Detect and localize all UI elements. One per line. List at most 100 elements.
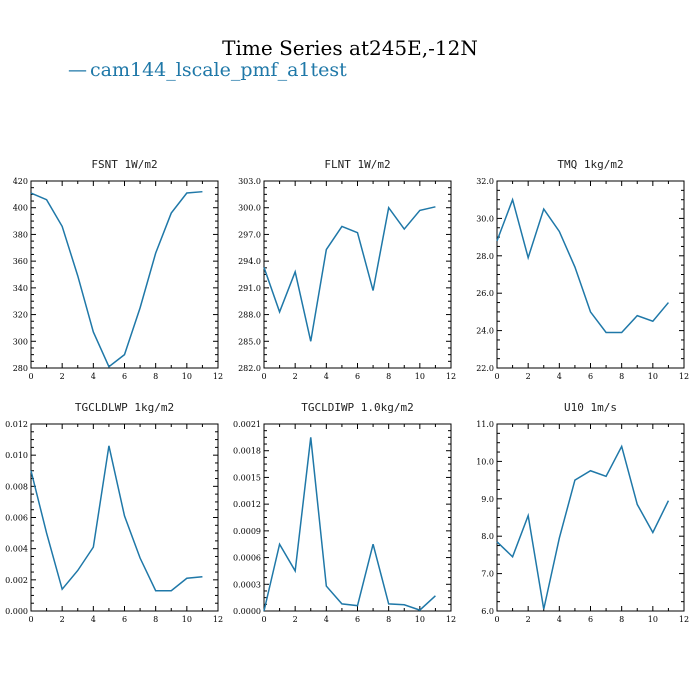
figure-title: Time Series at245E,-12N xyxy=(222,36,478,60)
y-tick-label: 400 xyxy=(13,204,28,213)
series-line xyxy=(30,190,203,368)
series-line xyxy=(496,197,669,334)
x-tick-label: 4 xyxy=(91,372,96,381)
y-tick-label: 30.0 xyxy=(476,214,494,223)
x-tick-label: 10 xyxy=(415,615,425,624)
x-tick-label: 2 xyxy=(60,372,65,381)
x-tick-label: 4 xyxy=(557,615,562,624)
x-tick-label: 0 xyxy=(494,615,499,624)
x-tick-label: 10 xyxy=(182,615,192,624)
y-tick-label: 0.002 xyxy=(5,576,28,585)
x-tick-label: 8 xyxy=(153,372,158,381)
y-tick-label: 303.0 xyxy=(238,177,261,186)
x-tick-label: 6 xyxy=(588,372,593,381)
x-tick-label: 8 xyxy=(386,372,391,381)
series-line xyxy=(30,445,203,592)
x-tick-label: 12 xyxy=(679,372,689,381)
y-tick-label: 0.0015 xyxy=(233,473,261,482)
x-tick-label: 12 xyxy=(446,615,456,624)
y-tick-label: 288.0 xyxy=(238,311,261,320)
y-tick-label: 22.0 xyxy=(476,364,494,373)
x-tick-label: 10 xyxy=(415,372,425,381)
x-tick-label: 4 xyxy=(324,372,329,381)
y-tick-label: 0.0009 xyxy=(233,527,261,536)
y-tick-label: 0.0012 xyxy=(233,500,261,509)
x-tick-label: 8 xyxy=(386,615,391,624)
panel-6: U10 1m/s 0 2 4 6 8 10 12 6.0 7.0 8.0 9.0 10.0 11.0 xyxy=(476,401,689,624)
y-tick-label: 360 xyxy=(13,257,28,266)
x-tick-label: 12 xyxy=(679,615,689,624)
y-tick-label: 285.0 xyxy=(238,337,261,346)
x-tick-label: 0 xyxy=(28,372,33,381)
y-tick-label: 0.010 xyxy=(5,451,28,460)
legend-label: cam144_lscale_pmf_a1test xyxy=(90,59,347,81)
y-tick-label: 300.0 xyxy=(238,204,261,213)
x-tick-label: 6 xyxy=(355,372,360,381)
y-tick-label: 8.0 xyxy=(481,532,494,541)
x-tick-label: 2 xyxy=(526,372,531,381)
x-tick-label: 12 xyxy=(446,372,456,381)
x-tick-label: 4 xyxy=(91,615,96,624)
y-tick-label: 11.0 xyxy=(476,420,494,429)
plot-frame xyxy=(496,180,685,369)
x-tick-label: 2 xyxy=(293,372,298,381)
y-tick-label: 380 xyxy=(13,230,28,239)
panel-title: TGCLDIWP 1.0kg/m2 xyxy=(301,401,414,414)
y-tick-label: 0.004 xyxy=(5,545,28,554)
x-tick-label: 4 xyxy=(557,372,562,381)
x-tick-label: 0 xyxy=(261,372,266,381)
panel-2: FLNT 1W/m2 0 2 4 6 8 10 12 282.0 285.0 288.0 291.0 2… xyxy=(238,158,456,381)
x-tick-label: 2 xyxy=(60,615,65,624)
y-tick-label: 420 xyxy=(13,177,28,186)
panel-grid: FSNT 1W/m20 2 4 6 8 10 12280300320340360380400… xyxy=(5,158,689,624)
y-tick-label: 297.0 xyxy=(238,230,261,239)
x-tick-label: 12 xyxy=(213,372,223,381)
y-tick-label: 6.0 xyxy=(481,607,494,616)
y-tick-label: 26.0 xyxy=(476,289,494,298)
x-tick-label: 4 xyxy=(324,615,329,624)
plot-frame xyxy=(496,423,685,612)
series-line xyxy=(496,444,670,610)
y-tick-label: 320 xyxy=(13,311,28,320)
x-tick-label: 12 xyxy=(213,615,223,624)
y-tick-label: 282.0 xyxy=(238,364,261,373)
panel-title: TMQ 1kg/m2 xyxy=(557,158,623,171)
y-tick-label: 0.0021 xyxy=(233,420,261,429)
y-tick-label: 0.0018 xyxy=(233,447,261,456)
x-tick-label: 6 xyxy=(588,615,593,624)
panel-title: U10 1m/s xyxy=(564,401,617,414)
y-tick-label: 0.0000 xyxy=(233,607,261,616)
y-tick-label: 7.0 xyxy=(481,570,494,579)
x-tick-label: 8 xyxy=(619,615,624,624)
y-tick-label: 280 xyxy=(13,364,28,373)
x-tick-label: 0 xyxy=(494,372,499,381)
series-line xyxy=(263,437,436,612)
x-tick-label: 6 xyxy=(122,372,127,381)
y-tick-label: 24.0 xyxy=(476,327,494,336)
y-tick-label: 291.0 xyxy=(238,284,261,293)
plot-frame xyxy=(30,180,219,369)
x-tick-label: 2 xyxy=(293,615,298,624)
panel-1: FSNT 1W/m2 0 2 4 6 8 10 12 280 300 320 340 360 380 400… xyxy=(13,158,223,381)
x-tick-label: 8 xyxy=(153,615,158,624)
panel-title: FLNT 1W/m2 xyxy=(324,158,390,171)
panel-title: FSNT 1W/m2 xyxy=(91,158,157,171)
x-tick-label: 10 xyxy=(648,615,658,624)
y-tick-label: 0.012 xyxy=(5,420,28,429)
y-tick-label: 0.000 xyxy=(5,607,28,616)
y-tick-label: 294.0 xyxy=(238,257,261,266)
panel-title: TGCLDLWP 1kg/m2 xyxy=(75,401,174,414)
y-tick-label: 340 xyxy=(13,284,28,293)
panel-3: TMQ 1kg/m2 0 2 4 6 8 10 12 22.0 24.0 26.0 28.0 30.0 3… xyxy=(476,158,689,381)
x-tick-label: 0 xyxy=(28,615,33,624)
x-tick-label: 2 xyxy=(526,615,531,624)
y-tick-label: 10.0 xyxy=(476,457,494,466)
y-tick-label: 0.008 xyxy=(5,482,28,491)
plot-frame xyxy=(263,423,452,612)
legend-line-marker: — xyxy=(68,59,87,81)
series-line xyxy=(263,205,436,342)
x-tick-label: 6 xyxy=(122,615,127,624)
x-tick-label: 6 xyxy=(355,615,360,624)
panel-4: TGCLDLWP 1kg/m2 0 2 4 6 8 10 12 0.000 0.002 0.004 0… xyxy=(5,401,223,624)
